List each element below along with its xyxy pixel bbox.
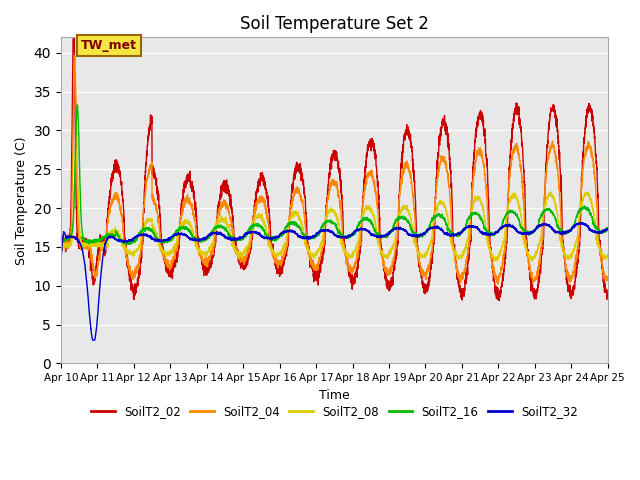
Line: SoilT2_04: SoilT2_04: [61, 55, 608, 284]
Line: SoilT2_32: SoilT2_32: [61, 223, 608, 340]
SoilT2_04: [210, 243, 218, 249]
SoilT2_08: [72, 148, 80, 154]
SoilT2_08: [552, 205, 560, 211]
SoilT2_04: [388, 268, 396, 274]
SoilT2_16: [123, 241, 131, 247]
SoilT2_04: [397, 176, 405, 182]
SoilT2_32: [604, 227, 611, 233]
SoilT2_04: [71, 52, 79, 58]
SoilT2_02: [604, 293, 612, 299]
SoilT2_02: [604, 288, 611, 293]
Line: SoilT2_16: SoilT2_16: [61, 105, 608, 244]
SoilT2_32: [57, 259, 65, 264]
SoilT2_04: [604, 274, 611, 280]
SoilT2_08: [57, 244, 65, 250]
Legend: SoilT2_02, SoilT2_04, SoilT2_08, SoilT2_16, SoilT2_32: SoilT2_02, SoilT2_04, SoilT2_08, SoilT2_…: [86, 400, 582, 423]
Text: TW_met: TW_met: [81, 39, 137, 52]
SoilT2_02: [174, 244, 182, 250]
SoilT2_32: [552, 229, 560, 235]
Line: SoilT2_08: SoilT2_08: [61, 151, 608, 261]
SoilT2_32: [174, 230, 182, 236]
SoilT2_32: [397, 226, 405, 232]
Y-axis label: Soil Temperature (C): Soil Temperature (C): [15, 136, 28, 264]
SoilT2_16: [175, 226, 182, 232]
SoilT2_02: [70, 35, 77, 40]
SoilT2_08: [388, 245, 396, 251]
SoilT2_16: [57, 239, 65, 245]
SoilT2_32: [604, 226, 612, 232]
SoilT2_16: [74, 102, 81, 108]
SoilT2_32: [388, 228, 396, 233]
SoilT2_04: [57, 243, 65, 249]
SoilT2_32: [579, 220, 586, 226]
SoilT2_08: [397, 208, 405, 214]
SoilT2_08: [174, 232, 182, 238]
SoilT2_02: [397, 161, 405, 167]
SoilT2_08: [604, 251, 611, 257]
SoilT2_16: [210, 227, 218, 232]
X-axis label: Time: Time: [319, 389, 349, 402]
SoilT2_04: [495, 281, 502, 287]
SoilT2_16: [397, 214, 405, 219]
SoilT2_08: [528, 258, 536, 264]
SoilT2_16: [604, 226, 612, 232]
Line: SoilT2_02: SoilT2_02: [61, 37, 608, 300]
SoilT2_08: [604, 252, 612, 258]
SoilT2_02: [495, 298, 503, 303]
SoilT2_16: [388, 228, 396, 233]
SoilT2_04: [552, 152, 560, 158]
SoilT2_08: [210, 234, 218, 240]
SoilT2_32: [210, 230, 218, 236]
SoilT2_02: [57, 243, 65, 249]
SoilT2_02: [552, 116, 560, 122]
Title: Soil Temperature Set 2: Soil Temperature Set 2: [240, 15, 429, 33]
SoilT2_16: [604, 225, 611, 231]
SoilT2_32: [89, 337, 97, 343]
SoilT2_16: [552, 217, 560, 223]
SoilT2_02: [210, 248, 218, 253]
SoilT2_04: [174, 242, 182, 248]
SoilT2_02: [388, 279, 396, 285]
SoilT2_04: [604, 275, 612, 281]
